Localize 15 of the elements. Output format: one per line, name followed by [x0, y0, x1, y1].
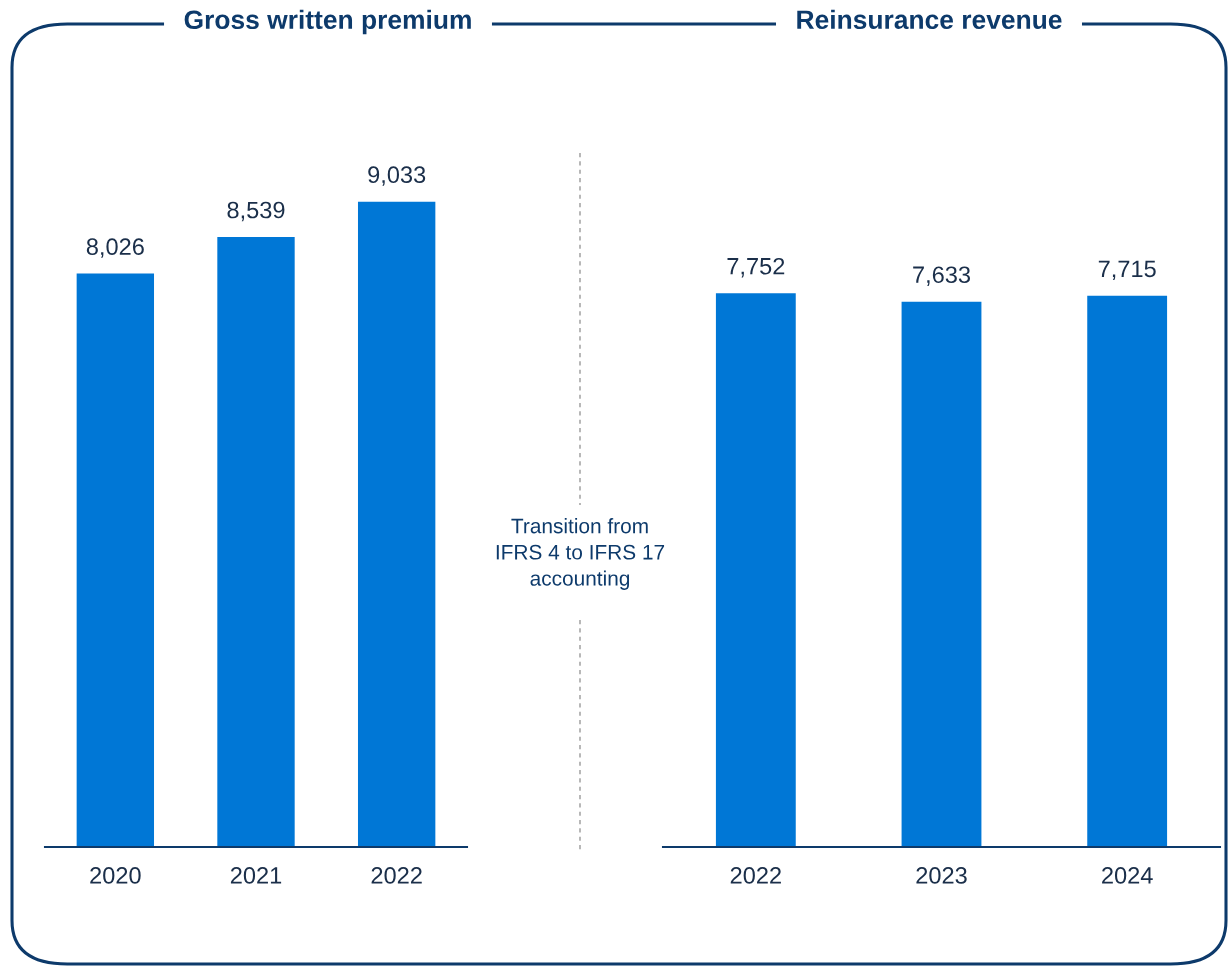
x-tick-label: 2022 [730, 867, 781, 884]
data-label: 8,026 [86, 238, 144, 258]
chart-title: Gross written premium [184, 9, 471, 35]
data-label: 7,752 [727, 257, 785, 278]
x-tick-label: 2024 [1102, 867, 1153, 884]
data-label: 7,633 [913, 266, 971, 286]
x-tick-label: 2022 [371, 867, 422, 884]
x-tick-label: 2020 [90, 867, 141, 884]
data-label: 7,715 [1098, 260, 1156, 281]
annotation: Transition from IFRS 4 to IFRS 17 accounting [496, 518, 665, 590]
data-label: 8,539 [227, 201, 285, 222]
x-tick-label: 2021 [230, 867, 282, 884]
chart-title: Reinsurance revenue [797, 9, 1062, 30]
x-tick-label: 2023 [916, 867, 967, 884]
data-label: 9,033 [368, 166, 426, 186]
